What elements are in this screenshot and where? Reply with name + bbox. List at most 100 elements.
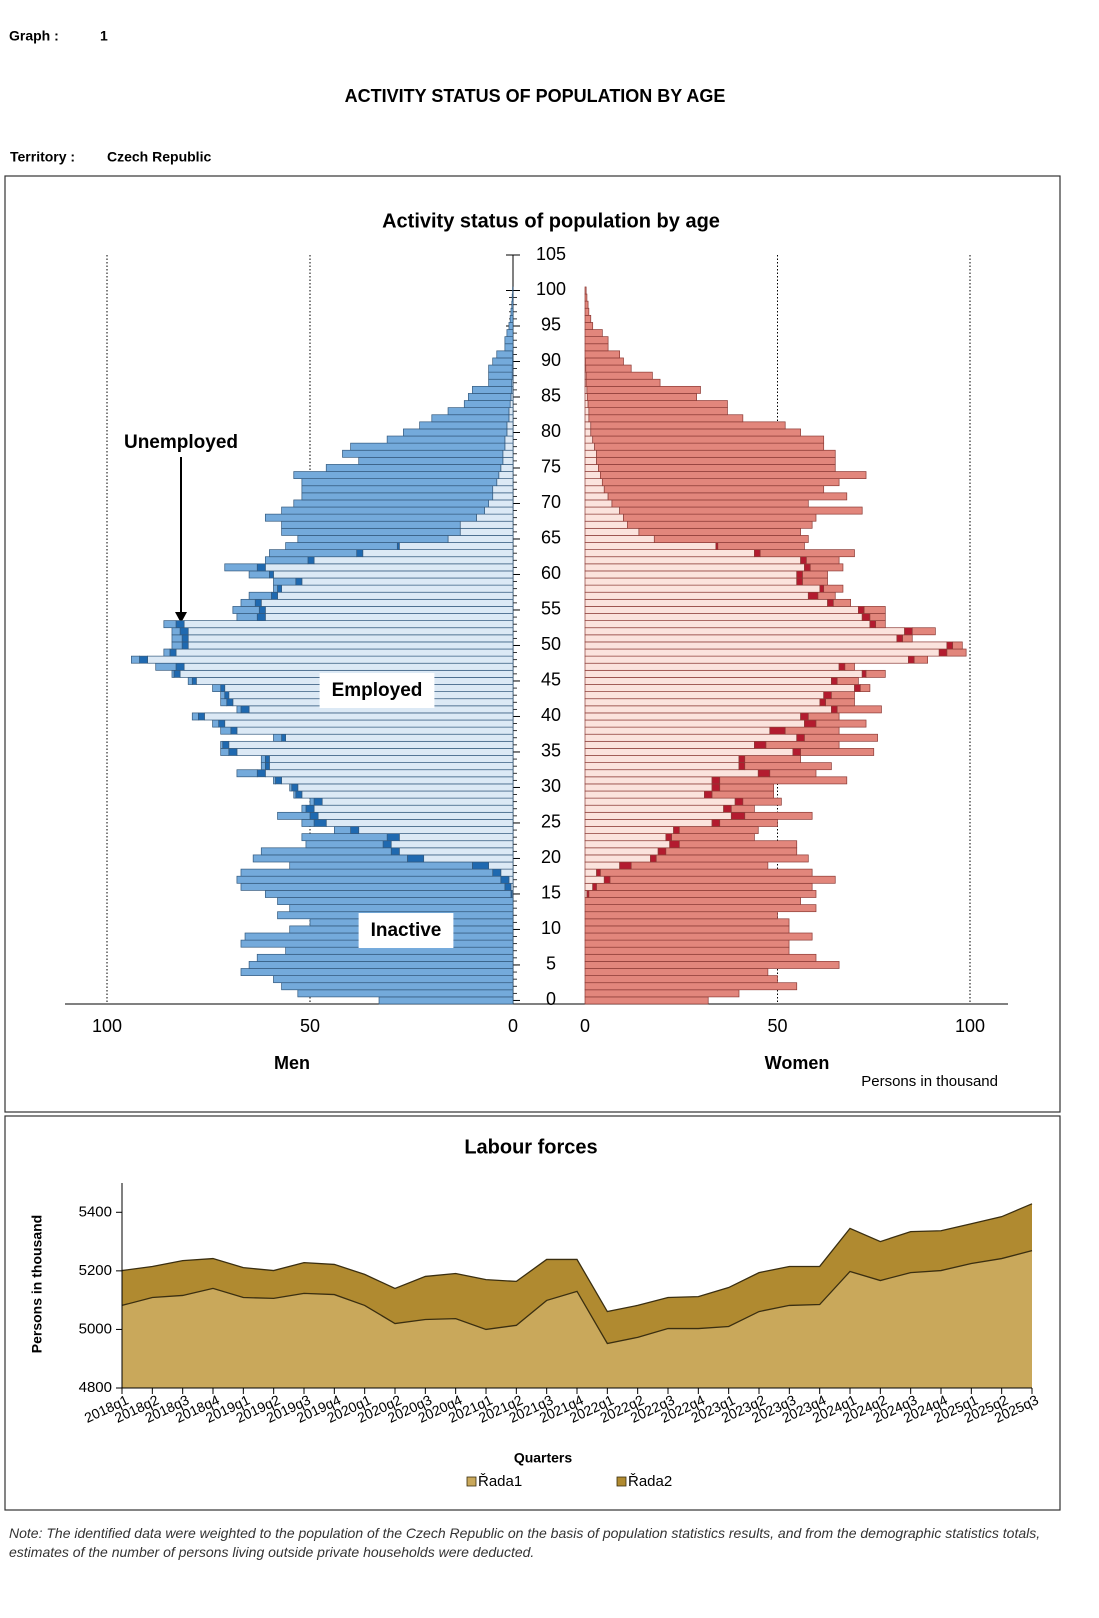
bar-segment: [281, 733, 286, 742]
bar-segment: [584, 414, 590, 423]
bar-segment: [398, 542, 514, 550]
bar-segment: [836, 677, 859, 685]
y-tick-label: 20: [541, 847, 561, 867]
bar-segment: [865, 669, 886, 678]
bar-segment: [719, 776, 848, 785]
bar-segment: [585, 371, 653, 380]
bar-segment: [717, 542, 805, 550]
side-label: Women: [765, 1053, 830, 1073]
bar-segment: [236, 769, 258, 778]
bar-segment: [584, 343, 609, 352]
bar-segment: [179, 627, 189, 636]
bar-segment: [584, 549, 755, 558]
bar-segment: [638, 527, 801, 536]
bar-segment: [584, 897, 801, 905]
bar-segment: [256, 769, 266, 778]
bar-segment: [584, 712, 801, 721]
bar-segment: [504, 336, 514, 345]
bar-segment: [240, 968, 514, 976]
annotation: Employed: [332, 680, 423, 701]
bar-segment: [212, 719, 219, 728]
bar-segment: [584, 840, 671, 849]
bar-segment: [423, 854, 514, 863]
bar-segment: [240, 882, 506, 891]
bar-segment: [181, 641, 189, 650]
y-tick-label: 15: [541, 883, 561, 903]
bar-segment: [723, 804, 732, 813]
bar-segment: [584, 556, 801, 565]
bar-segment: [378, 996, 514, 1005]
y-tick-label: 45: [541, 670, 561, 690]
bar-segment: [220, 691, 226, 700]
bar-segment: [590, 421, 786, 430]
bar-segment: [584, 684, 855, 692]
bar-segment: [273, 776, 276, 785]
bar-segment: [584, 989, 740, 998]
bar-segment: [623, 513, 817, 522]
bar-segment: [224, 691, 230, 700]
bar-segment: [584, 641, 948, 650]
bar-segment: [831, 677, 838, 685]
bar-segment: [500, 868, 514, 877]
bar-segment: [309, 797, 315, 806]
bar-segment: [584, 492, 609, 501]
bar-segment: [819, 584, 825, 593]
y-tick-label: 25: [541, 812, 561, 832]
bar-segment: [273, 577, 297, 586]
bar-segment: [584, 833, 667, 842]
bar-segment: [264, 762, 270, 771]
bar-segment: [844, 662, 855, 671]
bar-segment: [187, 641, 514, 650]
bar-segment: [584, 471, 601, 479]
bar-segment: [264, 890, 512, 898]
bar-segment: [584, 293, 588, 302]
bar-segment: [293, 499, 489, 508]
bar-segment: [584, 421, 592, 430]
bar-segment: [904, 627, 913, 636]
bar-segment: [386, 833, 400, 842]
bar-segment: [584, 925, 790, 934]
bar-segment: [496, 478, 514, 487]
bar-segment: [711, 790, 774, 799]
bar-segment: [492, 485, 514, 494]
bar-segment: [584, 776, 713, 785]
bar-segment: [163, 620, 177, 629]
bar-segment: [603, 485, 825, 494]
bar-segment: [171, 627, 181, 636]
bar-segment: [586, 393, 697, 401]
bar-segment: [588, 414, 744, 423]
bar-segment: [301, 492, 494, 501]
bar-segment: [584, 300, 589, 309]
bar-segment: [187, 627, 514, 636]
bar-segment: [796, 733, 805, 742]
bar-segment: [504, 343, 514, 352]
bar-segment: [236, 613, 258, 621]
bar-segment: [584, 634, 898, 643]
bar-segment: [191, 712, 199, 721]
bar-segment: [472, 861, 489, 870]
bar-segment: [500, 464, 514, 472]
bar-segment: [584, 435, 594, 444]
bar-segment: [730, 811, 746, 820]
bar-segment: [584, 719, 805, 728]
bar-segment: [358, 456, 504, 465]
bar-segment: [857, 606, 865, 614]
bar-segment: [584, 542, 717, 550]
bar-segment: [222, 740, 230, 749]
bar-segment: [334, 826, 351, 834]
bar-segment: [496, 350, 513, 359]
bar-segment: [669, 840, 680, 849]
bar-segment: [509, 400, 514, 408]
y-tick-label: 10: [541, 918, 561, 938]
bar-segment: [665, 847, 798, 856]
bar-segment: [356, 549, 364, 558]
bar-segment: [584, 669, 863, 678]
bar-segment: [671, 833, 755, 842]
bar-segment: [297, 783, 514, 792]
bar-segment: [504, 435, 514, 444]
bar-segment: [719, 819, 778, 827]
bar-segment: [498, 471, 514, 479]
bar-segment: [500, 875, 510, 884]
bar-segment: [584, 804, 724, 813]
